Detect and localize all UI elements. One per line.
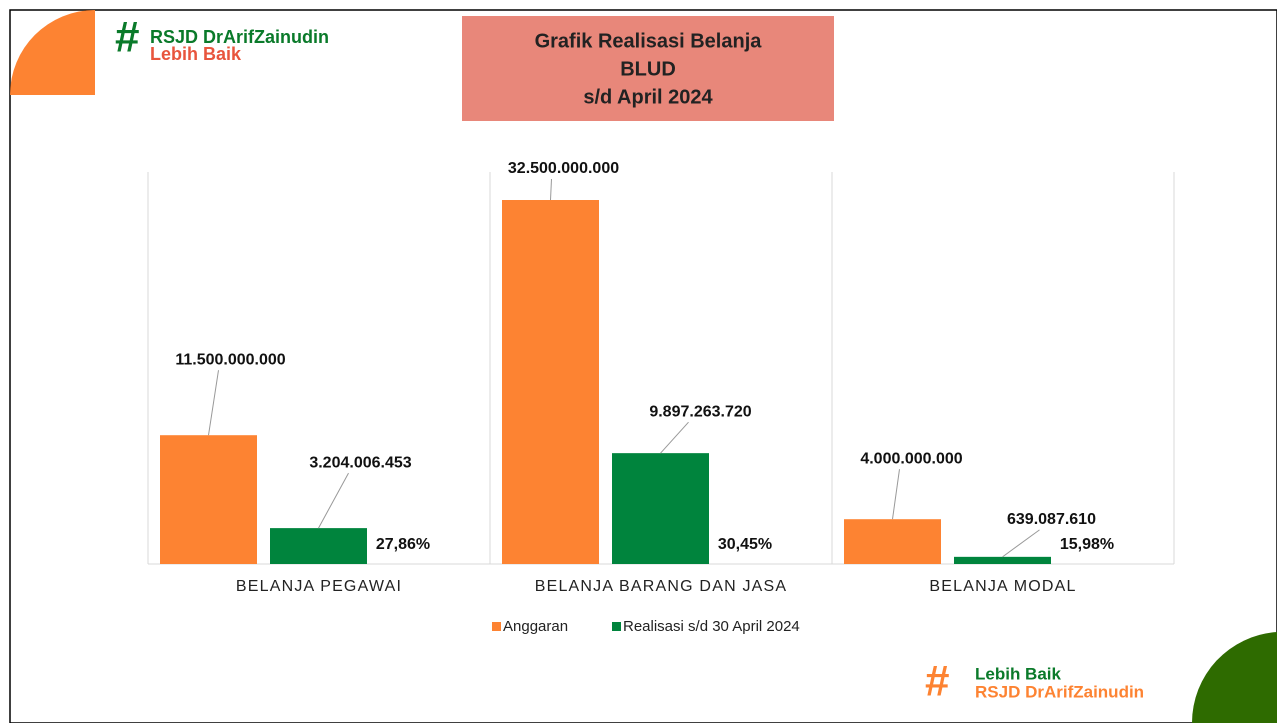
brand-text: Lebih Baik bbox=[150, 44, 242, 64]
hash-icon: # bbox=[115, 13, 139, 62]
chart-title: BLUD bbox=[620, 58, 676, 80]
slide-frame bbox=[9, 9, 1277, 723]
legend-label: Realisasi s/d 30 April 2024 bbox=[623, 618, 800, 635]
x-tick-label: BELANJA MODAL bbox=[929, 578, 1076, 595]
legend-swatch bbox=[492, 622, 501, 631]
data-label: 4.000.000.000 bbox=[860, 450, 962, 467]
percent-label: 27,86% bbox=[376, 536, 430, 553]
data-label: 11.500.000.000 bbox=[175, 351, 285, 368]
legend-label: Anggaran bbox=[503, 618, 568, 635]
leader-line bbox=[892, 469, 900, 520]
title-box bbox=[462, 16, 834, 121]
x-tick-label: BELANJA PEGAWAI bbox=[236, 578, 402, 595]
percent-label: 15,98% bbox=[1060, 536, 1114, 553]
leader-line bbox=[208, 370, 219, 436]
bar bbox=[612, 453, 709, 564]
data-label: 3.204.006.453 bbox=[309, 454, 411, 471]
chart-title: Grafik Realisasi Belanja bbox=[535, 30, 763, 52]
x-tick-label: BELANJA BARANG DAN JASA bbox=[535, 578, 788, 595]
data-label: 32.500.000.000 bbox=[508, 160, 619, 177]
data-label: 9.897.263.720 bbox=[649, 403, 751, 420]
bar bbox=[954, 556, 1051, 564]
bar bbox=[270, 528, 367, 564]
chart-title: s/d April 2024 bbox=[583, 86, 713, 108]
data-label: 639.087.610 bbox=[1007, 511, 1096, 528]
brand-text: Lebih Baik bbox=[975, 664, 1062, 683]
bar bbox=[160, 435, 257, 564]
bar bbox=[844, 519, 941, 564]
brand-text: RSJD DrArifZainudin bbox=[975, 682, 1144, 701]
hash-icon: # bbox=[925, 657, 949, 706]
corner-shape bbox=[10, 10, 95, 95]
leader-line bbox=[550, 178, 552, 201]
leader-line bbox=[660, 421, 689, 454]
corner-shape bbox=[1191, 632, 1277, 723]
brand-text: RSJD DrArifZainudin bbox=[150, 27, 329, 47]
legend-swatch bbox=[612, 622, 621, 631]
leader-line bbox=[318, 472, 349, 529]
leader-line bbox=[1002, 529, 1040, 558]
percent-label: 30,45% bbox=[718, 536, 772, 553]
bar bbox=[502, 200, 599, 564]
